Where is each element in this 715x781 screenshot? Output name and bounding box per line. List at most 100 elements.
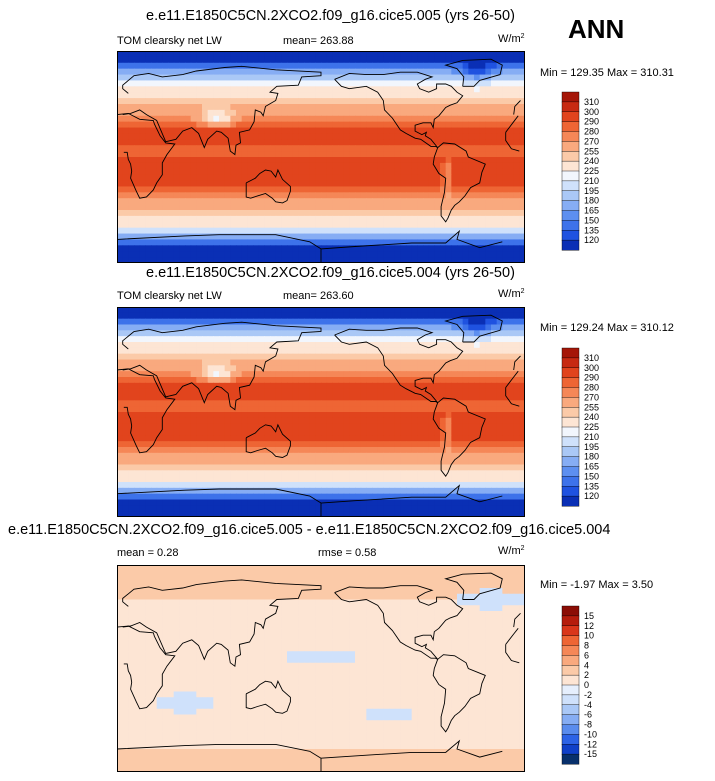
panel3-units: W/m2 <box>498 545 525 557</box>
panel1-colorbar-swatch <box>561 111 580 123</box>
panel1-colorbar-swatch <box>561 180 580 192</box>
panel1-colorbar-tick-label: 165 <box>584 206 599 216</box>
panel2-variable: TOM clearsky net LW <box>117 290 222 302</box>
panel1-colorbar-swatch <box>561 190 580 202</box>
panel3-colorbar-swatch <box>561 714 580 726</box>
panel3-colorbar-tick-label: -6 <box>584 710 592 720</box>
panel3-colorbar-tick-label: 4 <box>584 660 589 670</box>
panel1-map-coastline-greenland <box>444 58 503 87</box>
panel3-colorbar-tick-label: -10 <box>584 729 597 739</box>
panel2-colorbar-swatch <box>561 446 580 458</box>
panel2-map-coastlines <box>117 314 521 517</box>
panel2-colorbar-tick-label: 180 <box>584 452 599 462</box>
panel3-colorbar-swatch <box>561 704 580 716</box>
panel1-colorbar-tick-label: 180 <box>584 196 599 206</box>
panel1-minmax: Min = 129.35 Max = 310.31 <box>540 67 674 79</box>
panel2-colorbar-tick-label: 165 <box>584 462 599 472</box>
panel3-colorbar-swatch <box>561 753 580 765</box>
panel3-colorbar-tick-label: 8 <box>584 641 589 651</box>
panel2-colorbar-swatch <box>561 397 580 408</box>
panel2-colorbar-swatch <box>561 416 580 428</box>
panel3-colorbar-tick-label: -4 <box>584 700 592 710</box>
panel3-minmax: Min = -1.97 Max = 3.50 <box>540 579 654 591</box>
panel1-colorbar-tick-label: 290 <box>584 117 599 127</box>
panel2-colorbar-tick-label: 290 <box>584 373 599 383</box>
panel2-map-coastline-antarctica <box>117 484 503 517</box>
panel3-colorbar-swatch <box>561 734 580 745</box>
panel1-map-field <box>117 51 525 263</box>
panel1-colorbar-swatch <box>561 220 580 231</box>
panel3-mean: mean = 0.28 <box>117 547 179 559</box>
panel1-units: W/m2 <box>498 33 525 45</box>
panel2-map-coastline-southAmerica <box>432 397 486 477</box>
panel3-map-field <box>117 565 525 772</box>
panel3-map-coastline-southAmerica <box>432 654 486 733</box>
panel1-colorbar-swatch <box>561 210 580 221</box>
panel2-colorbar-swatch <box>561 347 580 359</box>
panel1-colorbar-tick-label: 310 <box>584 97 599 107</box>
panel2-map-coastline-greenland <box>444 314 503 343</box>
season-label: ANN <box>568 14 625 44</box>
panel1-map-coastline-africa <box>505 132 520 152</box>
panel2-colorbar-tick-label: 120 <box>584 491 599 501</box>
panel3-map-coastline-antarctica <box>117 739 503 772</box>
panel2-colorbar-tick-label: 225 <box>584 422 599 432</box>
panel3-colorbar-tick-label: -2 <box>584 690 592 700</box>
panel1-map-coastline-antarctica <box>117 229 503 263</box>
panel1-colorbar-tick-label: 240 <box>584 156 599 166</box>
panel1-colorbar-swatch <box>561 239 580 251</box>
panel1-colorbar-swatch <box>561 170 580 182</box>
panel3-map-coastline-eurasia <box>513 612 521 628</box>
panel3-colorbar-swatch <box>561 665 580 676</box>
panel2-colorbar-swatch <box>561 486 580 497</box>
panel2-colorbar-swatch <box>561 367 580 379</box>
panel2-colorbar-swatch <box>561 436 580 448</box>
panel2-colorbar-swatch <box>561 357 580 369</box>
panel3-title: e.e11.E1850C5CN.2XCO2.f09_g16.cice5.005 … <box>8 522 611 538</box>
panel3-map-coastlines <box>117 572 521 772</box>
panel2-map-coastline-africa <box>505 370 519 388</box>
panel1-colorbar-swatch <box>561 160 580 172</box>
panel3-rmse: rmse = 0.58 <box>318 547 377 559</box>
panel1-map-frame <box>117 51 525 263</box>
panel1-colorbar-tick-label: 270 <box>584 136 599 146</box>
panel3-colorbar-tick-label: 10 <box>584 631 594 641</box>
panel1-colorbar-swatch <box>561 151 580 162</box>
panel1-colorbar-swatch <box>561 230 580 241</box>
panel2-colorbar-tick-label: 240 <box>584 412 599 422</box>
panel3-colorbar-swatch <box>561 694 580 706</box>
panel2-colorbar-swatch <box>561 387 580 398</box>
panel1-map-coastline-australia <box>245 168 291 204</box>
panel2-colorbar-tick-label: 255 <box>584 402 599 412</box>
panel3-map-coastline-eurasia <box>122 579 322 668</box>
panel2-colorbar-tick-label: 270 <box>584 392 599 402</box>
panel3-colorbar-swatch <box>561 645 580 656</box>
panel2-colorbar-swatch <box>561 456 580 468</box>
panel1-colorbar-tick-label: 150 <box>584 215 599 225</box>
panel2-map-coastline-northAmerica <box>334 327 464 404</box>
panel1-variable: TOM clearsky net LW <box>117 35 222 47</box>
panel3-colorbar-tick-label: 12 <box>584 621 594 631</box>
panel2-colorbar-swatch <box>561 407 580 418</box>
panel1-map-coastline-northAmerica <box>334 71 464 148</box>
panel2-colorbar-tick-label: 310 <box>584 353 599 363</box>
panel2-title: e.e11.E1850C5CN.2XCO2.f09_g16.cice5.004 … <box>146 265 515 281</box>
panel1-mean: mean= 263.88 <box>283 35 354 47</box>
panel1-map-coastline-southAmerica <box>432 142 486 223</box>
panel3-colorbar-tick-label: 15 <box>584 611 594 621</box>
panel1-colorbar: 3103002902802702552402252101951801651501… <box>561 91 599 251</box>
panel3-colorbar-swatch <box>561 684 580 696</box>
panel2-map-coastline-africa <box>117 368 176 454</box>
panel1-map-coastline-africa <box>505 115 519 133</box>
panel2-colorbar-tick-label: 300 <box>584 363 599 373</box>
panel1-colorbar-swatch <box>561 200 580 212</box>
panel2-colorbar-swatch <box>561 476 580 487</box>
panel3-map-coastline-australia <box>245 680 291 714</box>
panel1-map-coastlines <box>117 58 521 263</box>
panel3-colorbar-tick-label: -12 <box>584 739 597 749</box>
panel1-colorbar-swatch <box>561 91 580 103</box>
panel1-colorbar-swatch <box>561 101 580 113</box>
panel2-colorbar-swatch <box>561 377 580 389</box>
panel2-colorbar-tick-label: 280 <box>584 383 599 393</box>
